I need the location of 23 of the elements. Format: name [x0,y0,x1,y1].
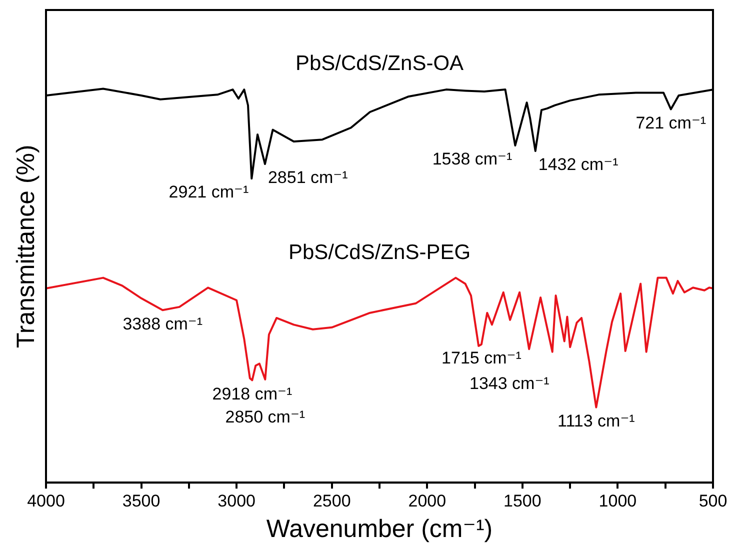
annotation: 1343 cm⁻¹ [470,374,550,394]
x-tick-label: 3000 [218,491,256,510]
annotation: 2918 cm⁻¹ [212,384,292,404]
annotation: 1538 cm⁻¹ [432,150,513,169]
annotation: 2921 cm⁻¹ [168,182,249,202]
annotation: 2851 cm⁻¹ [268,168,348,188]
y-axis-title: Transmittance (%) [12,144,40,348]
x-tick-label: 2000 [408,491,446,510]
annotation: 1432 cm⁻¹ [538,155,619,174]
annotation: 721 cm⁻¹ [636,113,706,132]
series-label: PbS/CdS/ZnS-OA [295,52,464,76]
x-tick-label: 3500 [122,491,160,510]
x-axis-title: Wavenumber (cm⁻¹) [266,514,493,543]
annotation: 1715 cm⁻¹ [442,348,522,368]
x-tick-label: 4000 [27,491,65,510]
x-tick-label: 1000 [598,491,637,510]
x-tick-label: 2500 [312,491,351,510]
x-tick-label: 1500 [504,491,542,510]
annotation: 3388 cm⁻¹ [122,314,203,334]
annotation: 2850 cm⁻¹ [225,408,306,427]
annotation: 1113 cm⁻¹ [558,412,636,431]
series-label: PbS/CdS/ZnS-PEG [288,241,471,264]
x-tick-label: 500 [698,491,728,510]
